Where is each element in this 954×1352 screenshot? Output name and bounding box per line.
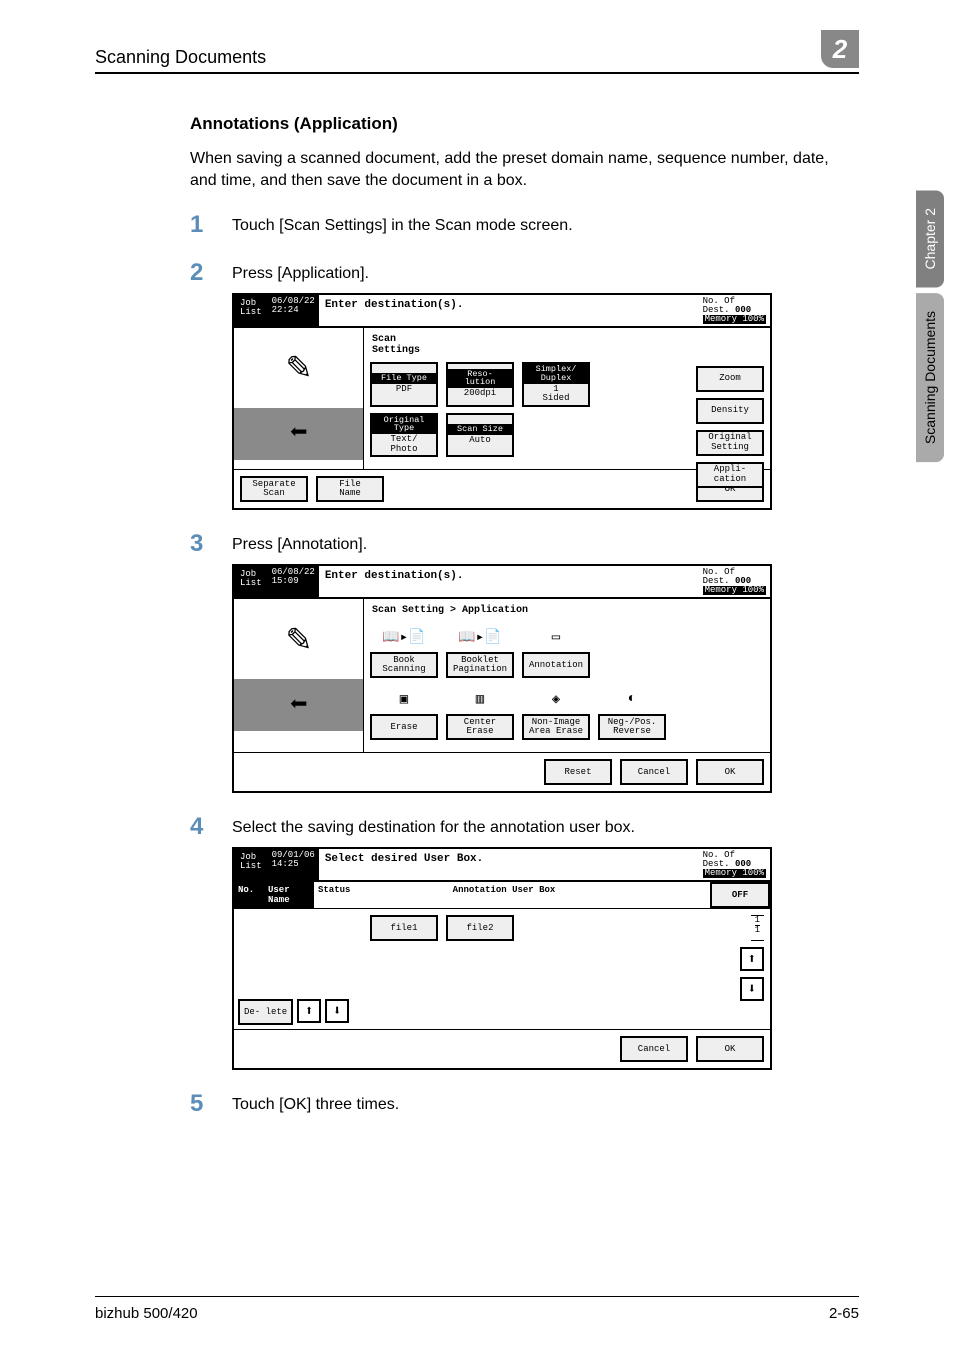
datetime-label: 06/08/22 15:09 — [268, 566, 319, 597]
col-no: No. — [234, 882, 264, 908]
separate-scan-button[interactable]: Separate Scan — [240, 476, 308, 502]
lcd-screenshot-user-box: Job List 09/01/06 14:25 Select desired U… — [232, 847, 772, 1070]
step-number: 2 — [190, 259, 208, 287]
footer-product: bizhub 500/420 — [95, 1305, 198, 1322]
simplex-duplex-button[interactable]: Simplex/ Duplex1 Sided — [522, 362, 590, 407]
breadcrumb: Scan Setting > Application — [372, 605, 764, 616]
center-erase-icon: ▥ — [446, 684, 514, 714]
section-title: Annotations (Application) — [190, 114, 859, 134]
page-fraction: 11 — [751, 915, 764, 941]
ok-button[interactable]: OK — [696, 759, 764, 785]
annotation-icon: ▭ — [522, 622, 590, 652]
lcd-screenshot-application: Job List 06/08/22 15:09 Enter destinatio… — [232, 564, 772, 793]
cancel-button[interactable]: Cancel — [620, 759, 688, 785]
original-setting-button[interactable]: Original Setting — [696, 430, 764, 456]
book-scanning-icon: 📖▸📄 — [370, 622, 438, 652]
lcd-screenshot-scan-settings: Job List 06/08/22 22:24 Enter destinatio… — [232, 293, 772, 510]
off-button[interactable]: OFF — [710, 882, 770, 908]
non-image-area-erase-button[interactable]: Non-Image Area Erase — [522, 714, 590, 740]
file-name-button[interactable]: File Name — [316, 476, 384, 502]
step-text: Press [Annotation]. — [232, 536, 367, 553]
booklet-pagination-button[interactable]: Booklet Pagination — [446, 652, 514, 678]
book-scanning-button[interactable]: Book Scanning — [370, 652, 438, 678]
intro-paragraph: When saving a scanned document, add the … — [190, 148, 859, 193]
job-list-button[interactable]: Job List — [234, 849, 268, 880]
back-arrow-icon[interactable]: ⬅ — [234, 408, 363, 460]
erase-button[interactable]: Erase — [370, 714, 438, 740]
density-button[interactable]: Density — [696, 398, 764, 424]
header-rule — [95, 72, 859, 74]
neg-pos-reverse-button[interactable]: Neg-/Pos. Reverse — [598, 714, 666, 740]
step-text: Touch [Scan Settings] in the Scan mode s… — [232, 211, 859, 235]
file-type-button[interactable]: File TypePDF — [370, 362, 438, 407]
step-text: Touch [OK] three times. — [232, 1090, 859, 1114]
footer-page-number: 2-65 — [829, 1305, 859, 1322]
erase-icon: ▣ — [370, 684, 438, 714]
neg-pos-reverse-icon: ◐ — [598, 684, 666, 714]
reset-button[interactable]: Reset — [544, 759, 612, 785]
job-list-button[interactable]: Job List — [234, 566, 268, 597]
preview-icon: ✎ — [234, 599, 363, 679]
message-label: Enter destination(s). — [319, 566, 699, 597]
scroll-up-icon[interactable]: ⬆ — [740, 947, 764, 971]
file2-button[interactable]: file2 — [446, 915, 514, 941]
dest-count: No. Of Dest. 000 Memory 100% — [699, 849, 770, 880]
preview-icon: ✎ — [234, 328, 363, 408]
original-type-button[interactable]: Original TypeText/ Photo — [370, 413, 438, 458]
side-tabs: Chapter 2 Scanning Documents — [916, 190, 954, 469]
center-erase-button[interactable]: Center Erase — [446, 714, 514, 740]
chapter-number-chip: 2 — [821, 30, 859, 68]
cancel-button[interactable]: Cancel — [620, 1036, 688, 1062]
side-tab-section: Scanning Documents — [916, 293, 944, 462]
step-text: Select the saving destination for the an… — [232, 819, 635, 836]
resolution-button[interactable]: Reso- lution200dpi — [446, 362, 514, 407]
step-text: Press [Application]. — [232, 265, 369, 282]
running-head: Scanning Documents — [95, 47, 801, 68]
job-list-button[interactable]: Job List — [234, 295, 268, 326]
step-number: 3 — [190, 530, 208, 558]
scan-size-button[interactable]: Scan SizeAuto — [446, 413, 514, 458]
dest-count: No. Of Dest. 000 Memory 100% — [699, 566, 770, 597]
datetime-label: 09/01/06 14:25 — [268, 849, 319, 880]
file1-button[interactable]: file1 — [370, 915, 438, 941]
dest-count: No. Of Dest. 000 Memory 100% — [699, 295, 770, 326]
delete-button[interactable]: De- lete — [238, 999, 293, 1025]
message-label: Select desired User Box. — [319, 849, 699, 880]
up-arrow-icon[interactable]: ⬆ — [297, 999, 321, 1023]
non-image-erase-icon: ◈ — [522, 684, 590, 714]
annotation-button[interactable]: Annotation — [522, 652, 590, 678]
col-status: Status — [314, 882, 449, 908]
scroll-down-icon[interactable]: ⬇ — [740, 977, 764, 1001]
ok-button[interactable]: OK — [696, 1036, 764, 1062]
side-tab-chapter: Chapter 2 — [916, 190, 944, 287]
datetime-label: 06/08/22 22:24 — [268, 295, 319, 326]
breadcrumb: Scan Settings — [372, 334, 764, 356]
annotation-box-title: Annotation User Box — [449, 882, 710, 908]
message-label: Enter destination(s). — [319, 295, 699, 326]
step-number: 1 — [190, 211, 208, 239]
step-number: 4 — [190, 813, 208, 841]
col-user-name: User Name — [264, 882, 314, 908]
down-arrow-icon[interactable]: ⬇ — [325, 999, 349, 1023]
back-arrow-icon[interactable]: ⬅ — [234, 679, 363, 731]
application-button[interactable]: Appli- cation — [696, 462, 764, 488]
step-number: 5 — [190, 1090, 208, 1118]
zoom-button[interactable]: Zoom — [696, 366, 764, 392]
booklet-pagination-icon: 📖▸📄 — [446, 622, 514, 652]
